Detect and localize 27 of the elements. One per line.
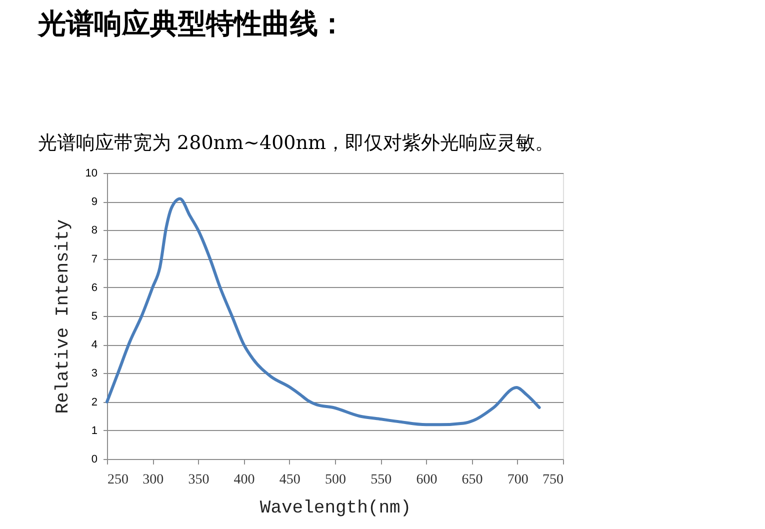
y-tick-label: 3 <box>91 368 98 380</box>
x-tick-label: 500 <box>325 472 346 488</box>
y-tick-label: 6 <box>91 282 98 294</box>
y-tick-label: 0 <box>91 454 98 466</box>
y-tick-label: 1 <box>91 424 98 437</box>
y-tick-label: 2 <box>91 396 98 408</box>
x-tick-label: 750 <box>542 472 564 488</box>
x-tick-label: 600 <box>416 472 438 488</box>
x-tick-label: 300 <box>142 472 164 488</box>
x-axis-title: Wavelength(nm) <box>260 498 412 518</box>
x-tick-label: 350 <box>188 472 210 488</box>
chart-subtitle: 光谱响应带宽为 280nm~400nm，即仅对紫外光响应灵敏。 <box>38 132 554 154</box>
x-tick-label: 550 <box>370 472 392 488</box>
chart-title: 光谱响应典型特性曲线： <box>36 7 346 40</box>
x-tick-label: 450 <box>279 472 300 488</box>
x-tick-label: 700 <box>507 472 528 488</box>
y-tick-label: 4 <box>91 339 98 352</box>
y-tick-label: 10 <box>85 168 98 180</box>
line-series <box>106 197 541 426</box>
y-tick-label: 8 <box>91 224 98 237</box>
x-tick-label: 650 <box>462 472 483 488</box>
x-tick-label: 400 <box>234 472 255 488</box>
y-tick-label: 5 <box>91 310 98 322</box>
y-tick-label: 7 <box>91 253 98 266</box>
y-axis-title: Relative Intensity <box>53 219 74 414</box>
x-tick-label: 250 <box>108 472 128 488</box>
y-tick-label: 9 <box>91 196 98 208</box>
